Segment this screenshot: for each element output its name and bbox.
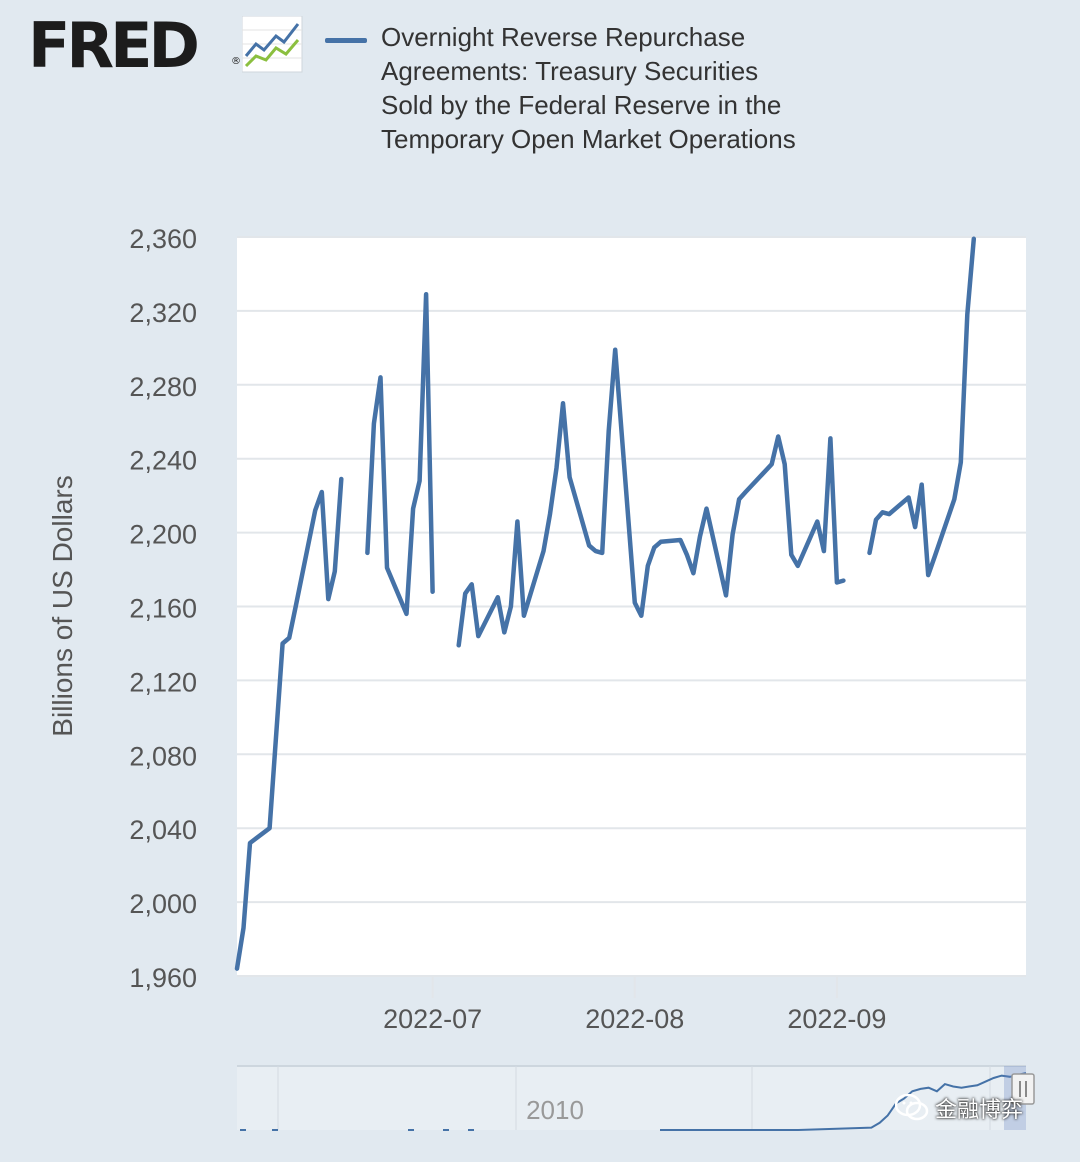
- x-tick-label: 2022-08: [585, 1004, 684, 1034]
- y-tick-label: 2,200: [129, 520, 197, 550]
- legend-series-label[interactable]: Overnight Reverse Repurchase Agreements:…: [381, 22, 796, 154]
- y-tick-label: 2,000: [129, 889, 197, 919]
- watermark-text: 金融博弈: [935, 1098, 1024, 1123]
- legend-series-swatch: [325, 38, 367, 43]
- y-tick-label: 2,280: [129, 372, 197, 402]
- registered-mark: ®: [231, 56, 241, 67]
- y-tick-label: 2,080: [129, 741, 197, 771]
- y-axis-title: Billions of US Dollars: [47, 475, 78, 736]
- fred-logo-text: FRED: [28, 9, 200, 82]
- navigator-year-label: 2010: [526, 1095, 584, 1125]
- watermark: 金融博弈: [895, 1092, 1023, 1124]
- series-line-segment: [365, 292, 435, 617]
- navigator-panel: [237, 1066, 1026, 1130]
- y-tick-label: 2,360: [129, 224, 197, 254]
- y-tick-label: 2,240: [129, 446, 197, 476]
- y-tick-label: 2,160: [129, 594, 197, 624]
- navigator-series-line: [660, 1072, 1027, 1131]
- navigator-handle[interactable]: [1011, 1073, 1035, 1105]
- y-tick-label: 2,040: [129, 815, 197, 845]
- wechat-icon: [895, 1094, 929, 1121]
- x-tick-label: 2022-07: [383, 1004, 482, 1034]
- y-tick-label: 2,320: [129, 298, 197, 328]
- x-tick-label: 2022-09: [787, 1004, 886, 1034]
- series-line-segment: [234, 476, 344, 971]
- y-tick-label: 1,960: [129, 963, 197, 993]
- chart-logo-icon: [242, 16, 303, 73]
- series-line-segment: [456, 347, 846, 648]
- y-tick-label: 2,120: [129, 667, 197, 697]
- series-line-segment: [867, 236, 977, 578]
